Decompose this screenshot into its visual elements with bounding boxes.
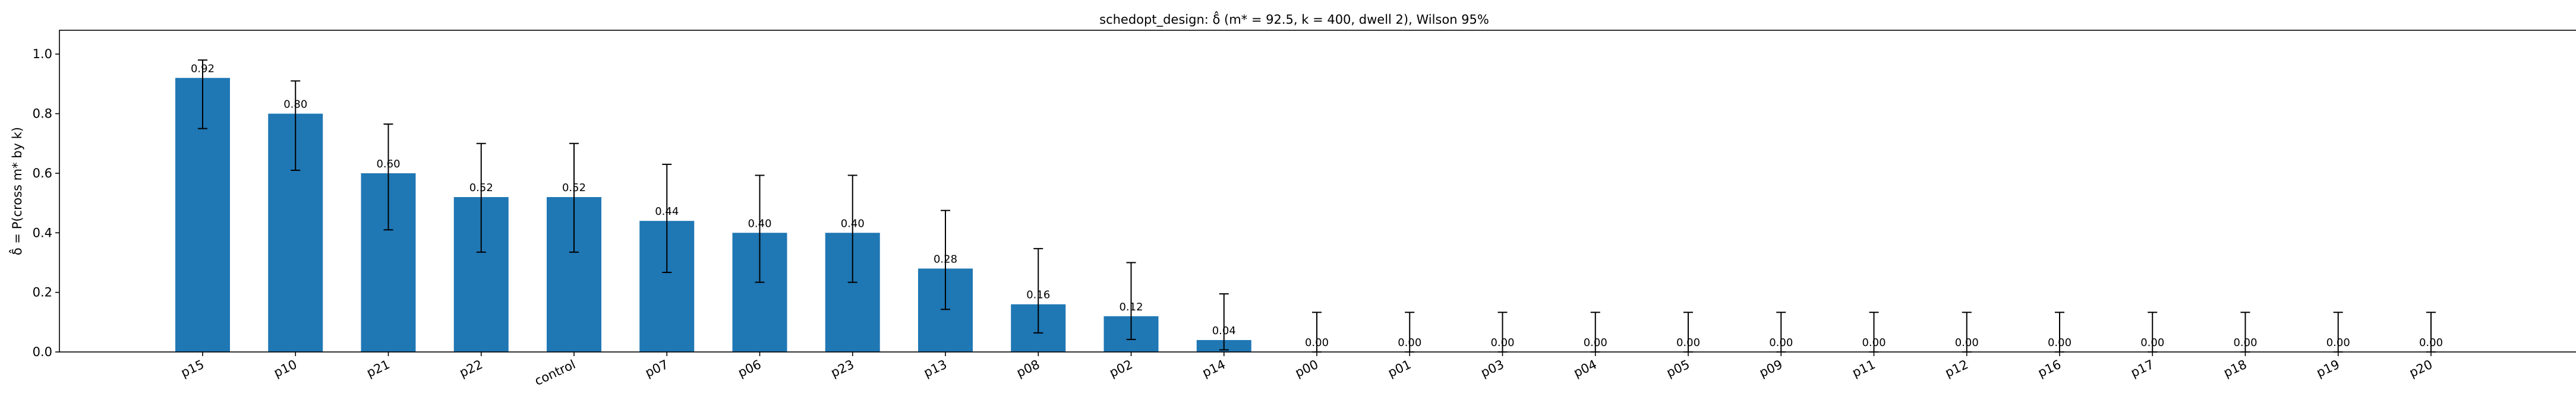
error-bar-p02 xyxy=(1126,262,1136,340)
error-bar-p10 xyxy=(291,80,301,171)
value-labels-layer: 0.92 0.80 0.60 0.52 0.52 0.44 0.40 0.40 0.28 0.16… xyxy=(191,62,2443,349)
value-label-p14: 0.04 xyxy=(1212,325,1236,337)
y-tick-label: 0.6 xyxy=(33,166,52,180)
error-bar-p23 xyxy=(847,174,857,283)
y-tick-label: 0.4 xyxy=(33,226,52,240)
value-label-p17: 0.00 xyxy=(2140,337,2164,349)
y-tick-label: 1.0 xyxy=(33,47,52,61)
error-bar-p13 xyxy=(941,210,950,310)
y-tick-label: 0.0 xyxy=(33,345,52,359)
value-label-p12: 0.00 xyxy=(1955,337,1979,349)
x-axis: p15 p10 p21 p22 control p07 p06 p23 p13 p08 p02 p14… xyxy=(179,352,2435,388)
error-bar-p22 xyxy=(476,142,486,253)
value-label-p00: 0.00 xyxy=(1305,337,1329,349)
value-label-p03: 0.00 xyxy=(1490,337,1514,349)
value-label-p09: 0.00 xyxy=(1769,337,1793,349)
value-label-p22: 0.52 xyxy=(469,182,493,194)
chart-title: schedopt_design: δ̂ (m* = 92.5, k = 400,… xyxy=(1099,11,1489,27)
value-label-p15: 0.92 xyxy=(191,62,215,75)
y-axis: 0.0 0.2 0.4 0.6 0.8 1.0 xyxy=(33,47,59,359)
value-label-control: 0.52 xyxy=(562,182,586,194)
y-tick-label: 0.8 xyxy=(33,107,52,121)
error-bar-p06 xyxy=(755,174,765,283)
value-label-p08: 0.16 xyxy=(1026,289,1050,302)
value-label-p23: 0.40 xyxy=(841,217,865,230)
error-bar-p21 xyxy=(383,123,393,231)
error-bar-p08 xyxy=(1033,247,1043,334)
value-label-p16: 0.00 xyxy=(2048,337,2071,349)
value-label-p10: 0.80 xyxy=(283,99,307,111)
y-axis-label: δ̂ = P(cross m* by k) xyxy=(9,127,24,255)
error-bar-p14 xyxy=(1219,293,1229,351)
value-label-p11: 0.00 xyxy=(1862,337,1886,349)
y-tick-label: 0.2 xyxy=(33,285,52,300)
value-label-p19: 0.00 xyxy=(2326,337,2350,349)
error-bar-p07 xyxy=(662,163,672,274)
value-label-p01: 0.00 xyxy=(1398,337,1421,349)
value-label-p13: 0.28 xyxy=(934,253,957,265)
plot-frame xyxy=(59,30,2576,353)
value-label-p06: 0.40 xyxy=(748,217,771,230)
value-label-p04: 0.00 xyxy=(1584,337,1607,349)
value-label-p02: 0.12 xyxy=(1119,301,1143,313)
error-bar-p15 xyxy=(198,59,207,129)
error-bar-control xyxy=(569,142,579,253)
value-label-p07: 0.44 xyxy=(655,205,679,218)
value-label-p18: 0.00 xyxy=(2233,337,2257,349)
value-label-p21: 0.60 xyxy=(376,158,400,170)
value-label-p20: 0.00 xyxy=(2419,337,2443,349)
value-label-p05: 0.00 xyxy=(1676,337,1700,349)
